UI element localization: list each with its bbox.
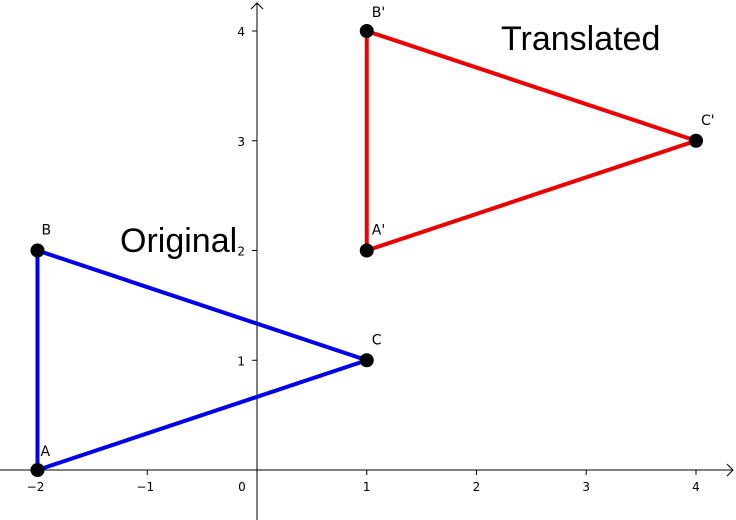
vertex-point [31, 244, 45, 258]
x-tick-label: −2 [27, 480, 45, 494]
vertex-label: A [41, 444, 51, 460]
caption-translated: Translated [501, 20, 660, 58]
vertex-label: B' [372, 5, 385, 21]
original-triangle: A B C [31, 223, 382, 478]
vertex-label: C [372, 332, 382, 348]
y-tick-label: 1 [237, 354, 245, 368]
x-tick-label: 0 [238, 480, 246, 494]
x-tick-label: −1 [136, 480, 154, 494]
caption-original: Original [120, 222, 237, 260]
x-tick-label: 4 [692, 480, 700, 494]
vertex-point [31, 463, 45, 477]
vertex-label: C' [701, 113, 715, 129]
vertex-point [360, 244, 374, 258]
y-tick-label: 3 [237, 135, 245, 149]
vertex-point [360, 24, 374, 38]
x-tick-label: 3 [582, 480, 590, 494]
y-tick-label: 4 [237, 25, 245, 39]
x-tick-label: 2 [473, 480, 481, 494]
vertex-label: B [42, 223, 52, 239]
y-tick-label: 2 [237, 245, 245, 259]
triangle-edges [367, 31, 696, 251]
vertex-label: A' [372, 223, 385, 239]
vertex-point [360, 353, 374, 367]
triangle-edges [38, 251, 367, 471]
vertex-point [689, 134, 703, 148]
x-tick-label: 1 [363, 480, 371, 494]
